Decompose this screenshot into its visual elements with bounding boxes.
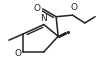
- Text: N: N: [40, 14, 47, 23]
- Text: O: O: [70, 3, 77, 12]
- Text: O: O: [33, 4, 40, 13]
- Text: O: O: [14, 49, 21, 58]
